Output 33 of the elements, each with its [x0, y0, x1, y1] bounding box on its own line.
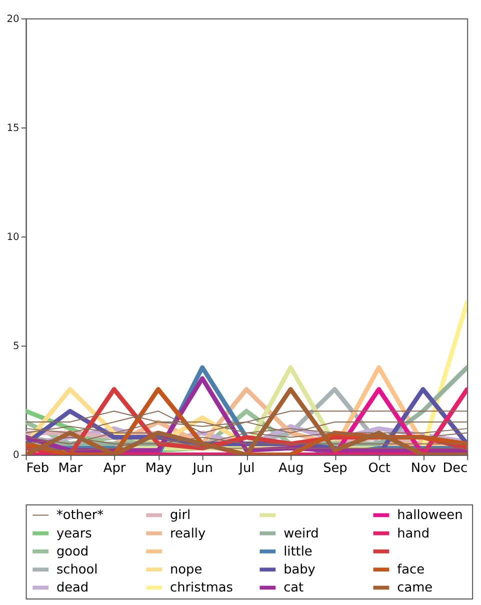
y-tick-label: 15	[6, 122, 20, 134]
x-tick-label: Sep	[323, 461, 348, 476]
legend-label: girl	[170, 508, 191, 524]
legend-label: school	[56, 562, 98, 578]
x-tick-label: Mar	[58, 461, 84, 476]
x-tick-label: Feb	[26, 461, 50, 476]
legend-label: hand	[397, 526, 430, 542]
legend-label: came	[397, 580, 433, 596]
y-tick-label: 0	[13, 450, 20, 462]
legend-label: little	[284, 544, 312, 560]
legend-label: dead	[56, 580, 89, 596]
legend-label: face	[397, 562, 425, 578]
legend-label: really	[170, 526, 206, 542]
legend-label: baby	[284, 562, 316, 578]
legend-label: *other*	[56, 508, 104, 524]
legend-label: christmas	[170, 580, 234, 596]
x-tick-label: Jul	[238, 461, 255, 476]
x-tick-label: May	[145, 461, 172, 476]
y-tick-label: 5	[13, 341, 20, 352]
legend-label: years	[56, 526, 92, 542]
x-tick-label: Jun	[192, 461, 213, 476]
x-tick-label: Apr	[103, 461, 126, 476]
y-tick-label: 20	[6, 14, 20, 25]
x-tick-label: Aug	[278, 461, 304, 476]
y-tick-label: 10	[6, 232, 20, 244]
legend-label: good	[56, 544, 89, 560]
legend-label: weird	[284, 526, 319, 542]
legend-label: nope	[170, 562, 202, 578]
legend-label: halloween	[397, 508, 463, 524]
x-tick-label: Oct	[368, 461, 390, 476]
legend-label: cat	[284, 580, 304, 596]
x-tick-label: Nov	[410, 461, 436, 476]
x-tick-label: Dec	[442, 461, 468, 476]
